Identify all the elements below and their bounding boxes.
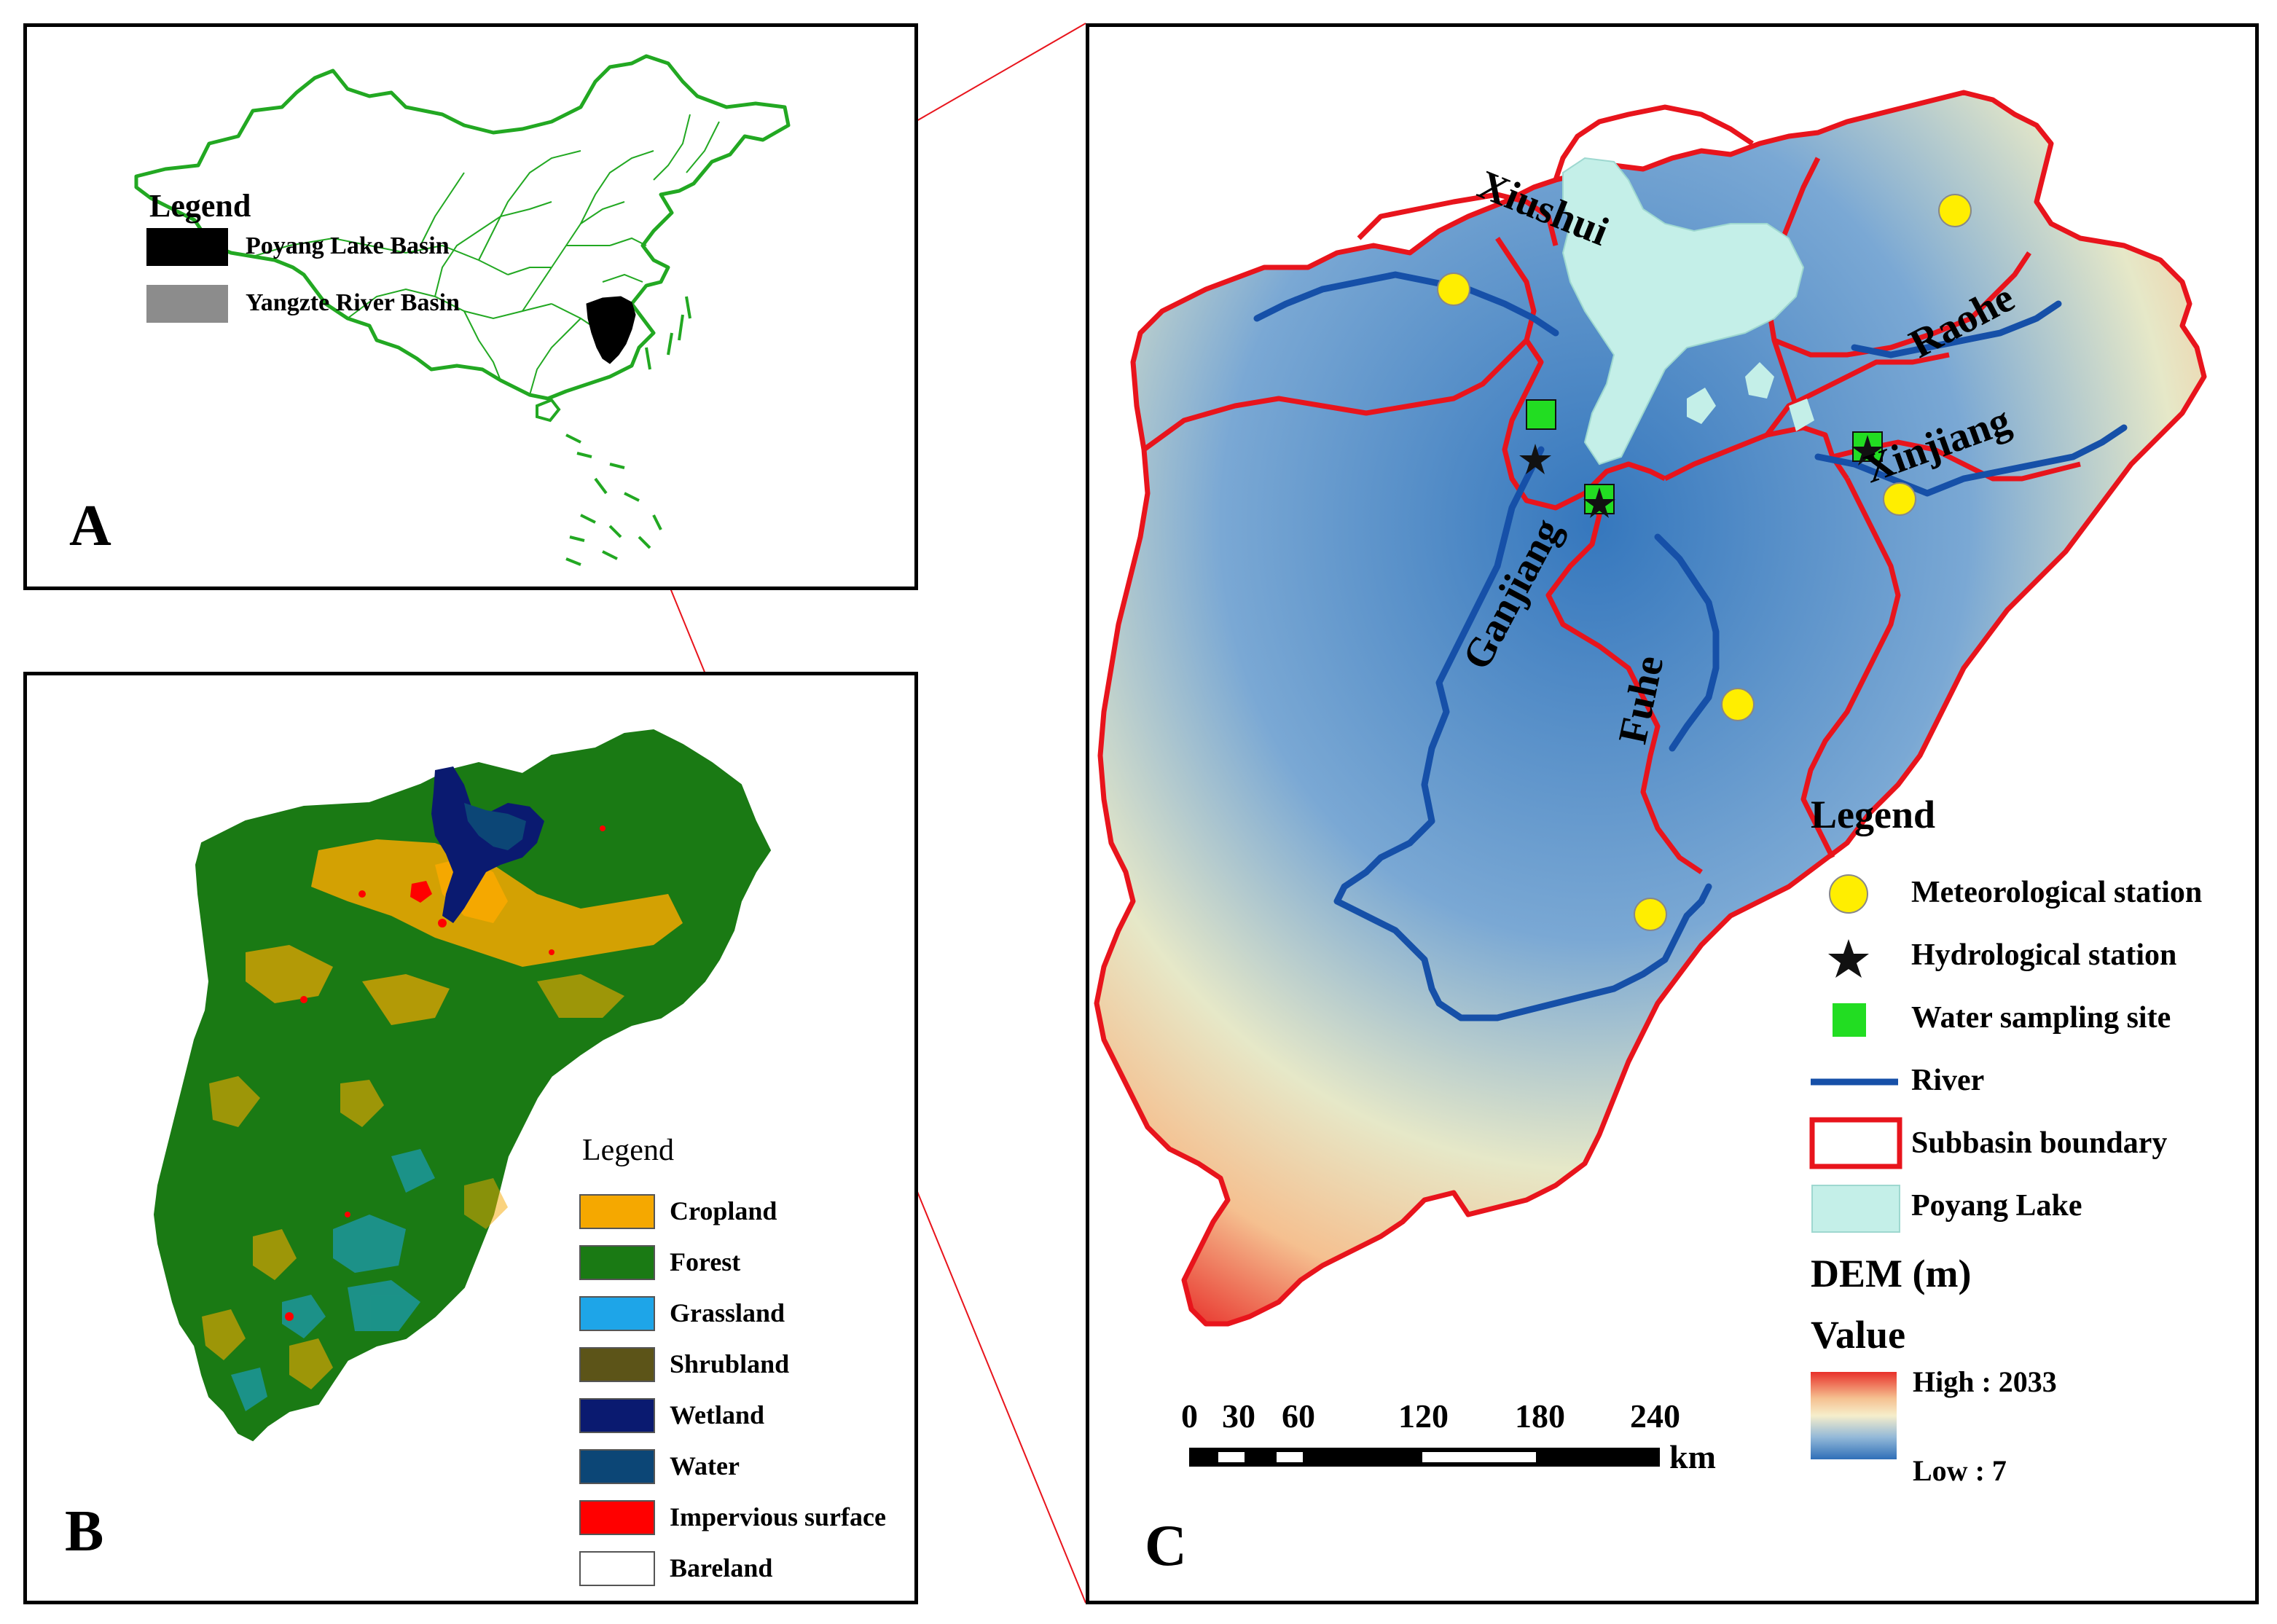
dem-color-ramp — [1811, 1372, 1897, 1459]
legend-swatch-shrubland — [579, 1347, 655, 1382]
legend-label-cropland: Cropland — [670, 1196, 777, 1225]
scale-tick-label: 60 — [1282, 1397, 1315, 1435]
legend-label-poyang-basin: Poyang Lake Basin — [246, 232, 450, 259]
legend-swatch-grassland — [579, 1296, 655, 1331]
hainan-island — [536, 398, 561, 423]
panel-letter-c: C — [1145, 1514, 1187, 1578]
legend-swatch-forest — [579, 1245, 655, 1280]
legend-swatch-water — [579, 1449, 655, 1484]
hydro-station — [1583, 487, 1615, 518]
legend-symbol-hydro-station — [1828, 939, 1869, 978]
dem-value-title: Value — [1811, 1313, 1906, 1357]
legend-label-bareland: Bareland — [670, 1553, 773, 1582]
scale-tick-label: 0 — [1181, 1397, 1198, 1435]
hydro-station — [1519, 444, 1551, 474]
scale-unit: km — [1669, 1438, 1716, 1475]
lake-inlets — [1621, 362, 1814, 431]
legend-swatch-wetland — [579, 1398, 655, 1433]
legend-label-forest: Forest — [670, 1247, 741, 1276]
meteorological-stations — [1437, 194, 1972, 931]
legend-label-boundary: Subbasin boundary — [1911, 1126, 2168, 1160]
legend-label-yangtze-basin: Yangzte River Basin — [246, 289, 461, 316]
impervious-patches — [285, 825, 605, 1321]
legend-swatch-impervious — [579, 1500, 655, 1535]
dem-map: Xiushui Raohe Xinjiang Ganjiang Fuhe 0 3… — [1094, 90, 2207, 1475]
scale-tick-label: 120 — [1398, 1397, 1449, 1435]
legend-label-wetland: Wetland — [670, 1400, 765, 1429]
scale-tick-label: 180 — [1515, 1397, 1565, 1435]
south-sea-islands — [565, 296, 691, 566]
met-station — [1883, 482, 1916, 516]
legend-label-water: Water — [670, 1451, 740, 1480]
sampling-site — [1526, 399, 1556, 430]
legend-label-met-station: Meteorological station — [1911, 876, 2203, 909]
hydrological-stations — [1519, 435, 1884, 518]
hydro-station — [1851, 435, 1884, 466]
legend-symbol-lake — [1811, 1185, 1900, 1233]
met-station — [1721, 688, 1755, 721]
legend-label-sampling: Water sampling site — [1911, 1001, 2171, 1035]
china-outline — [134, 54, 791, 401]
panel-b-land-cover: Legend Cropland Forest Grassland Shrubla… — [23, 672, 918, 1604]
province-borders — [252, 114, 720, 396]
river-xinjiang — [1814, 424, 2128, 497]
rivers — [1253, 271, 2128, 1021]
met-station — [1634, 898, 1667, 931]
panel-c-legend-symbols — [1809, 874, 1902, 1459]
legend-label-hydro-station: Hydrological station — [1911, 938, 2177, 972]
scale-bar: 0 30 60 120 180 240 km — [1181, 1397, 1716, 1475]
panel-b-legend-title: Legend — [582, 1134, 674, 1167]
panel-a-legend-title: Legend — [149, 188, 251, 224]
panel-letter-b: B — [65, 1499, 104, 1564]
legend-label-impervious: Impervious surface — [670, 1502, 886, 1531]
panel-a-china-overview: Legend Poyang Lake Basin Yangzte River B… — [23, 23, 918, 590]
river-fuhe — [1654, 533, 1720, 752]
legend-label-shrubland: Shrubland — [670, 1349, 790, 1378]
legend-symbol-sampling — [1833, 1003, 1866, 1037]
legend-label-river: River — [1911, 1064, 1985, 1097]
dem-high-label: High : 2033 — [1913, 1365, 2057, 1398]
poyang-lake-water — [464, 803, 526, 850]
legend-swatch-cropland — [579, 1194, 655, 1229]
panel-c-dem-subbasins: Xiushui Raohe Xinjiang Ganjiang Fuhe 0 3… — [1086, 23, 2259, 1604]
scale-tick-label: 240 — [1630, 1397, 1680, 1435]
legend-symbol-met-station — [1829, 874, 1868, 914]
grassland-patches — [231, 1149, 435, 1411]
dem-low-label: Low : 7 — [1913, 1454, 2007, 1487]
poyang-lake-basin-shape — [586, 296, 636, 364]
legend-swatch-yangtze-basin — [146, 285, 228, 323]
poyang-lake-landcover — [431, 766, 544, 923]
legend-symbol-boundary — [1809, 1117, 1902, 1169]
legend-label-grassland: Grassland — [670, 1298, 785, 1327]
river-raohe — [1851, 300, 2062, 358]
met-station — [1938, 194, 1972, 227]
river-xiushui — [1253, 271, 1559, 337]
legend-swatch-bareland — [579, 1551, 655, 1586]
dem-title: DEM (m) — [1811, 1252, 1972, 1295]
legend-swatch-poyang-basin — [146, 228, 228, 266]
poyang-lake-area — [1561, 157, 1805, 466]
panel-c-legend-title: Legend — [1811, 793, 1936, 836]
land-cover-map — [153, 729, 772, 1442]
china-map — [134, 54, 791, 566]
met-station — [1437, 272, 1470, 306]
scale-tick-label: 30 — [1222, 1397, 1255, 1435]
river-ganjiang — [1333, 446, 1712, 1021]
legend-label-lake: Poyang Lake — [1911, 1189, 2082, 1223]
panel-letter-a: A — [69, 494, 111, 558]
